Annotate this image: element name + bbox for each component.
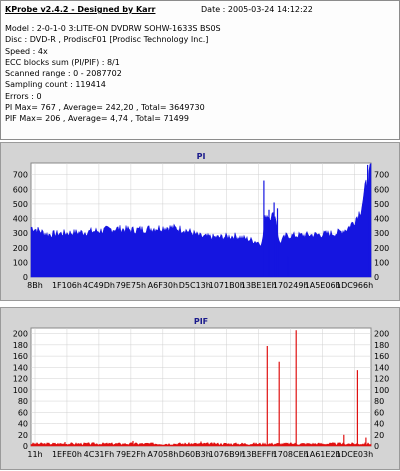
y-tick-label-right: 100 bbox=[374, 258, 389, 267]
x-tick-label: 79E2Fh bbox=[116, 450, 146, 459]
x-tick-label: A7058h bbox=[147, 450, 178, 459]
x-tick-label: 13BEFFh bbox=[241, 450, 276, 459]
y-tick-label-right: 300 bbox=[374, 229, 389, 238]
x-tick-label: 1EFE0h bbox=[52, 450, 82, 459]
y-tick-label-right: 160 bbox=[374, 352, 389, 361]
y-tick-label-left: 20 bbox=[18, 431, 28, 440]
x-tick-label: 170249h bbox=[273, 281, 309, 290]
x-tick-label: 8Bh bbox=[27, 281, 43, 290]
y-tick-label-right: 100 bbox=[374, 386, 389, 395]
y-tick-label-left: 600 bbox=[13, 185, 28, 194]
y-tick-label-right: 0 bbox=[374, 442, 379, 451]
x-tick-label: 4C31Fh bbox=[84, 450, 115, 459]
y-tick-label-right: 200 bbox=[374, 244, 389, 253]
y-tick-label-right: 60 bbox=[374, 408, 384, 417]
x-tick-label: 79E75h bbox=[116, 281, 146, 290]
chart-title: PIF bbox=[194, 317, 208, 326]
y-tick-label-right: 600 bbox=[374, 185, 389, 194]
sampling-count: Sampling count : 119414 bbox=[5, 80, 106, 90]
y-tick-label-left: 160 bbox=[13, 352, 28, 361]
pi-series-area bbox=[30, 163, 372, 278]
y-tick-label-left: 200 bbox=[13, 244, 28, 253]
scanned-range: Scanned range : 0 - 2087702 bbox=[5, 69, 122, 79]
pif-chart-panel: PIF 0 20 40 60 80 100 120 140 160 180 200 0 20 40 60 80 1… bbox=[0, 307, 400, 470]
y-tick-label-right: 180 bbox=[374, 341, 389, 350]
y-tick-label-right: 500 bbox=[374, 200, 389, 209]
x-tick-label: 4C49Dh bbox=[83, 281, 115, 290]
y-tick-label-right: 400 bbox=[374, 215, 389, 224]
y-tick-label-right: 80 bbox=[374, 397, 384, 406]
x-tick-label: 1708CEh bbox=[273, 450, 309, 459]
chart-title: PI bbox=[197, 152, 206, 161]
y-tick-label-left: 0 bbox=[23, 442, 28, 451]
pif-summary: PIF Max= 206 , Average= 4,74 , Total= 71… bbox=[5, 114, 189, 124]
y-tick-label-right: 140 bbox=[374, 363, 389, 372]
y-tick-label-left: 200 bbox=[13, 330, 28, 339]
x-tick-label: 1A5E06h bbox=[305, 281, 341, 290]
y-tick-label-left: 60 bbox=[18, 408, 28, 417]
x-tick-label: D60B3h bbox=[179, 450, 211, 459]
info-lines: Model : 2-0-1-0 3:LITE-ON DVDRW SOHW-163… bbox=[5, 23, 221, 125]
ecc-blocks-sum: ECC blocks sum (PI/PIF) : 8/1 bbox=[5, 57, 120, 67]
app-title: KProbe v2.4.2 - Designed by Karr bbox=[5, 5, 156, 14]
y-tick-label-right: 20 bbox=[374, 431, 384, 440]
y-tick-label-right: 200 bbox=[374, 330, 389, 339]
y-tick-label-right: 700 bbox=[374, 171, 389, 180]
y-tick-label-left: 140 bbox=[13, 363, 28, 372]
y-tick-label-left: 400 bbox=[13, 215, 28, 224]
drive-model: Model : 2-0-1-0 3:LITE-ON DVDRW SOHW-163… bbox=[5, 24, 221, 33]
y-tick-label-right: 40 bbox=[374, 420, 384, 429]
x-tick-label: 1DCE03h bbox=[336, 450, 373, 459]
y-tick-label-left: 120 bbox=[13, 375, 28, 384]
x-tick-label: 1071B0h bbox=[209, 281, 245, 290]
y-tick-label-left: 180 bbox=[13, 341, 28, 350]
disc-type: Disc : DVD-R , ProdiscF01 [Prodisc Techn… bbox=[5, 35, 209, 45]
x-tick-label: 1076B9h bbox=[209, 450, 245, 459]
x-tick-label: 13BE1Eh bbox=[241, 281, 277, 290]
pi-chart-panel: PI 0 100 200 300 400 500 600 700 0 100 200 300 400 500… bbox=[0, 142, 400, 301]
pi-chart: PI 0 100 200 300 400 500 600 700 0 100 200 300 400 500… bbox=[13, 152, 390, 290]
x-tick-label: 1A61E2h bbox=[305, 450, 341, 459]
y-tick-label-left: 0 bbox=[23, 273, 28, 282]
y-tick-label-left: 40 bbox=[18, 420, 28, 429]
y-tick-label-left: 80 bbox=[18, 397, 28, 406]
plot-area bbox=[30, 327, 372, 447]
y-tick-label-right: 0 bbox=[374, 273, 379, 282]
disc-info-panel: KProbe v2.4.2 - Designed by Karr Date : … bbox=[0, 0, 400, 140]
y-tick-label-left: 300 bbox=[13, 229, 28, 238]
scan-speed: Speed : 4x bbox=[5, 46, 48, 56]
pi-summary: PI Max= 767 , Average= 242,20 , Total= 3… bbox=[5, 103, 205, 113]
y-tick-label-left: 700 bbox=[13, 171, 28, 180]
x-tick-label: 1DC966h bbox=[336, 281, 373, 290]
y-tick-label-left: 500 bbox=[13, 200, 28, 209]
x-tick-label: D5C13h bbox=[179, 281, 211, 290]
scan-date: Date : 2005-03-24 14:12:22 bbox=[201, 5, 313, 14]
y-tick-label-right: 120 bbox=[374, 375, 389, 384]
x-tick-label: A6F30h bbox=[148, 281, 178, 290]
pif-chart: PIF 0 20 40 60 80 100 120 140 160 180 200 0 20 40 60 80 1… bbox=[13, 317, 390, 459]
error-count: Errors : 0 bbox=[5, 91, 42, 101]
x-tick-label: 11h bbox=[27, 450, 42, 459]
x-tick-label: 1F106h bbox=[52, 281, 82, 290]
y-tick-label-left: 100 bbox=[13, 386, 28, 395]
y-tick-label-left: 100 bbox=[13, 258, 28, 267]
